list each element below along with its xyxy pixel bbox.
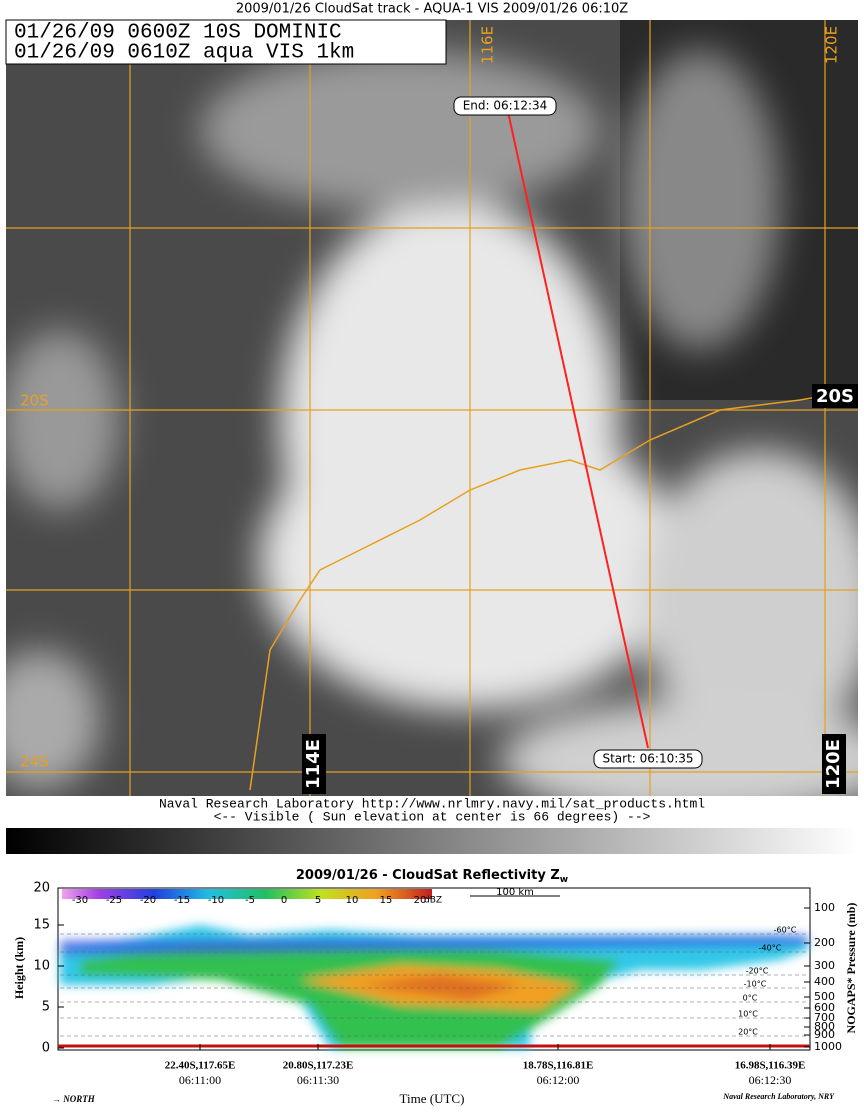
lat-label: 20S <box>20 392 49 410</box>
height-tick: 0 <box>42 1041 50 1056</box>
height-tick: 5 <box>42 1000 50 1015</box>
lon-label: 120E <box>823 26 841 64</box>
plot-credit: Naval Research Laboratory, NRY <box>722 1092 835 1101</box>
pressure-tick: 500 <box>814 990 835 1003</box>
isotherm-label: -60°C <box>774 926 797 935</box>
pressure-tick: 700 <box>814 1011 835 1024</box>
isotherm-label: -10°C <box>744 980 767 989</box>
y-label: Height (km) <box>12 937 26 999</box>
credit: Naval Research Laboratory http://www.nrl… <box>159 796 705 811</box>
lon-label: 116E <box>479 26 497 64</box>
isotherm-label: -40°C <box>759 944 782 953</box>
isotherm-label: 20°C <box>738 1028 758 1037</box>
x-time: 06:11:00 <box>179 1073 221 1087</box>
plot-title: 2009/01/26 - CloudSat Reflectivity Z <box>296 868 560 883</box>
reflectivity-plot: 2009/01/26 - CloudSat Reflectivity Zw 10… <box>12 868 858 1106</box>
north-text: NORTH <box>62 1094 95 1104</box>
colorbar-unit: dBZ <box>424 896 442 906</box>
scale-label: 100 km <box>496 887 534 898</box>
track-start: Start: 06:10:35 <box>602 752 693 766</box>
isotherm-label: 10°C <box>738 1010 758 1019</box>
height-tick: 10 <box>33 959 50 974</box>
info-box <box>5 19 447 65</box>
pressure-tick: 600 <box>814 1001 835 1014</box>
title: 2009/01/26 CloudSat track - AQUA-1 VIS 2… <box>236 2 628 17</box>
lon-label: 120E <box>823 739 844 789</box>
colorbar-tick: -25 <box>106 895 122 906</box>
lon-label: 114E <box>303 739 324 789</box>
satellite-image <box>6 20 858 796</box>
pressure-label: NOGAPS* Pressure (mb) <box>844 903 858 1034</box>
north-label: → NORTH <box>52 1094 96 1104</box>
svg-text:2009/01/26 - CloudSat Reflecti: 2009/01/26 - CloudSat Reflectivity Zw <box>296 868 568 885</box>
lat-label: 20S <box>816 386 854 407</box>
x-time: 06:11:30 <box>297 1073 339 1087</box>
pressure-tick: 1000 <box>814 1040 842 1053</box>
colorbar-tick: -15 <box>174 895 190 906</box>
credit: <-- Visible ( Sun elevation at center is… <box>214 809 651 824</box>
x-position: 16.98S,116.39E <box>735 1060 806 1072</box>
x-label: Time (UTC) <box>400 1091 465 1106</box>
colorbar-tick: -5 <box>245 895 255 906</box>
isotherm-label: 0°C <box>743 994 758 1003</box>
colorbar-tick: -30 <box>72 895 88 906</box>
lat-label: 24S <box>20 753 49 771</box>
plot-title-sub: w <box>560 875 568 885</box>
colorbar-tick: 0 <box>281 895 287 906</box>
x-time: 06:12:30 <box>749 1073 792 1087</box>
colorbar-tick: -10 <box>208 895 224 906</box>
colorbar-tick: 20 <box>414 895 427 906</box>
x-position: 20.80S,117.23E <box>283 1060 354 1072</box>
pressure-tick: 300 <box>814 959 835 972</box>
height-tick: 20 <box>33 881 50 896</box>
pressure-tick: 900 <box>814 1028 835 1041</box>
colorbar-tick: 5 <box>315 895 321 906</box>
track-end: End: 06:12:34 <box>463 99 548 113</box>
x-position: 22.40S,117.65E <box>165 1060 236 1072</box>
x-time: 06:12:00 <box>537 1073 580 1087</box>
height-tick: 15 <box>33 918 50 933</box>
pressure-tick: 100 <box>814 901 835 914</box>
info-line: 01/26/09 0600Z 10S DOMINIC <box>14 22 342 45</box>
colorbar-tick: -20 <box>140 895 156 906</box>
pressure-tick: 400 <box>814 975 835 988</box>
grayscale-bar <box>6 828 858 854</box>
pressure-tick: 200 <box>814 936 835 949</box>
isotherm-label: -20°C <box>746 967 769 976</box>
x-position: 18.78S,116.81E <box>523 1060 594 1072</box>
info-line: 01/26/09 0610Z aqua VIS 1km <box>14 42 354 65</box>
colorbar-tick: 10 <box>346 895 359 906</box>
colorbar-tick: 15 <box>380 895 393 906</box>
pressure-tick: 800 <box>814 1020 835 1033</box>
